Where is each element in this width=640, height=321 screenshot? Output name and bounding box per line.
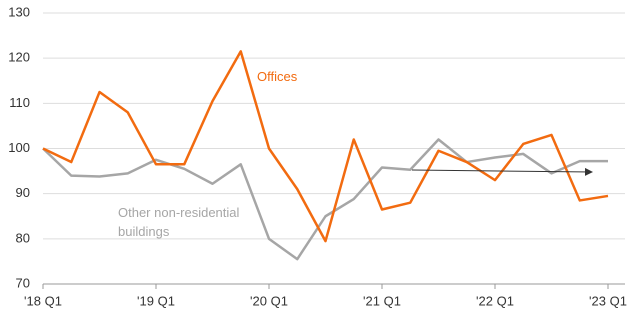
y-tick-label: 70	[16, 275, 30, 290]
y-tick-label: 100	[8, 140, 30, 155]
x-tick-label: '23 Q1	[589, 293, 627, 308]
y-tick-label: 90	[16, 185, 30, 200]
y-tick-label: 120	[8, 50, 30, 65]
trend-arrow	[411, 167, 593, 176]
x-tick-label: '18 Q1	[24, 293, 62, 308]
series-label: Offices	[257, 69, 298, 84]
y-tick-label: 110	[9, 95, 30, 110]
x-tick-label: '19 Q1	[137, 293, 175, 308]
x-tick-label: '21 Q1	[363, 293, 401, 308]
series-line	[42, 50, 609, 243]
x-tick-label: '20 Q1	[250, 293, 288, 308]
y-tick-label: 80	[16, 230, 30, 245]
y-tick-label: 130	[8, 4, 30, 19]
x-tick-label: '22 Q1	[476, 293, 514, 308]
series-label: Other non-residential buildings	[118, 205, 240, 239]
